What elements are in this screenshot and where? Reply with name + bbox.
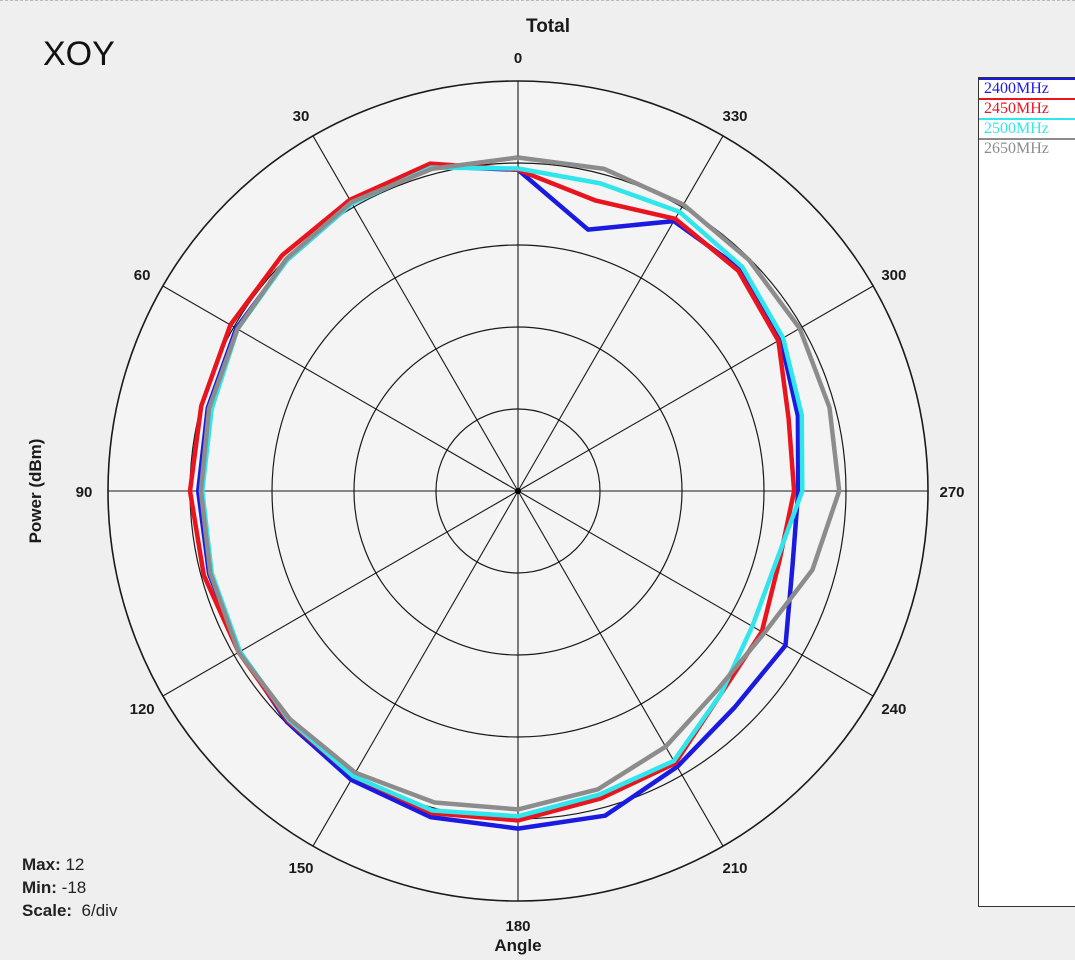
angle-tick-label: 270 <box>939 484 964 501</box>
angle-tick-label: 180 <box>505 918 530 935</box>
angle-tick-label: 150 <box>288 860 313 877</box>
min-value: -18 <box>61 878 87 897</box>
chart-title: Total <box>526 16 570 37</box>
angle-tick-label: 330 <box>722 108 747 125</box>
legend-item-2400[interactable]: 2400MHz <box>979 78 1075 98</box>
spoke-line <box>517 490 724 847</box>
legend-item-2650[interactable]: 2650MHz <box>979 138 1075 158</box>
angle-tick-label: 90 <box>76 484 93 501</box>
min-row: Min: -18 <box>22 876 117 899</box>
stats-box: Max: 12 Min: -18 Scale: 6/div <box>22 853 117 922</box>
polar-chart: 0 30 60 90 120 150 180 210 240 270 300 330 Total An… <box>26 16 965 955</box>
angle-tick-label: 300 <box>881 267 906 284</box>
series-line-2450MHz <box>187 161 797 823</box>
legend-item-2450[interactable]: 2450MHz <box>979 98 1075 118</box>
x-axis-label: Angle <box>494 936 541 955</box>
angle-tick-label: 120 <box>130 701 155 718</box>
scale-value: 6/div <box>81 901 118 920</box>
spoke-line <box>162 490 519 697</box>
spoke-line <box>162 285 519 492</box>
series-lines <box>187 155 842 831</box>
max-row: Max: 12 <box>22 853 117 876</box>
legend-item-2500[interactable]: 2500MHz <box>979 118 1075 138</box>
spoke-line <box>312 135 519 492</box>
max-value: 12 <box>65 855 85 874</box>
panel-label: XOY <box>43 35 115 73</box>
angle-tick-label: 240 <box>881 701 906 718</box>
angle-tick-label: 210 <box>722 860 747 877</box>
legend: 2400MHz 2450MHz 2500MHz 2650MHz <box>978 77 1075 907</box>
y-axis-label: Power (dBm) <box>26 439 45 544</box>
scale-row: Scale: 6/div <box>22 899 117 922</box>
scale-label: Scale: <box>22 901 73 920</box>
series-line-2650MHz <box>198 155 842 812</box>
center-dot <box>515 488 521 494</box>
angular-grid <box>108 81 928 901</box>
min-label: Min: <box>22 878 57 897</box>
spoke-line <box>312 490 519 847</box>
spoke-line <box>517 135 724 492</box>
max-label: Max: <box>22 855 61 874</box>
spoke-line <box>517 490 874 697</box>
angle-tick-label: 60 <box>134 267 151 284</box>
angle-tick-labels: 0 30 60 90 120 150 180 210 240 270 300 330 <box>76 50 965 935</box>
spoke-line <box>517 285 874 492</box>
angle-tick-label: 0 <box>514 50 522 67</box>
angle-tick-label: 30 <box>293 108 310 125</box>
